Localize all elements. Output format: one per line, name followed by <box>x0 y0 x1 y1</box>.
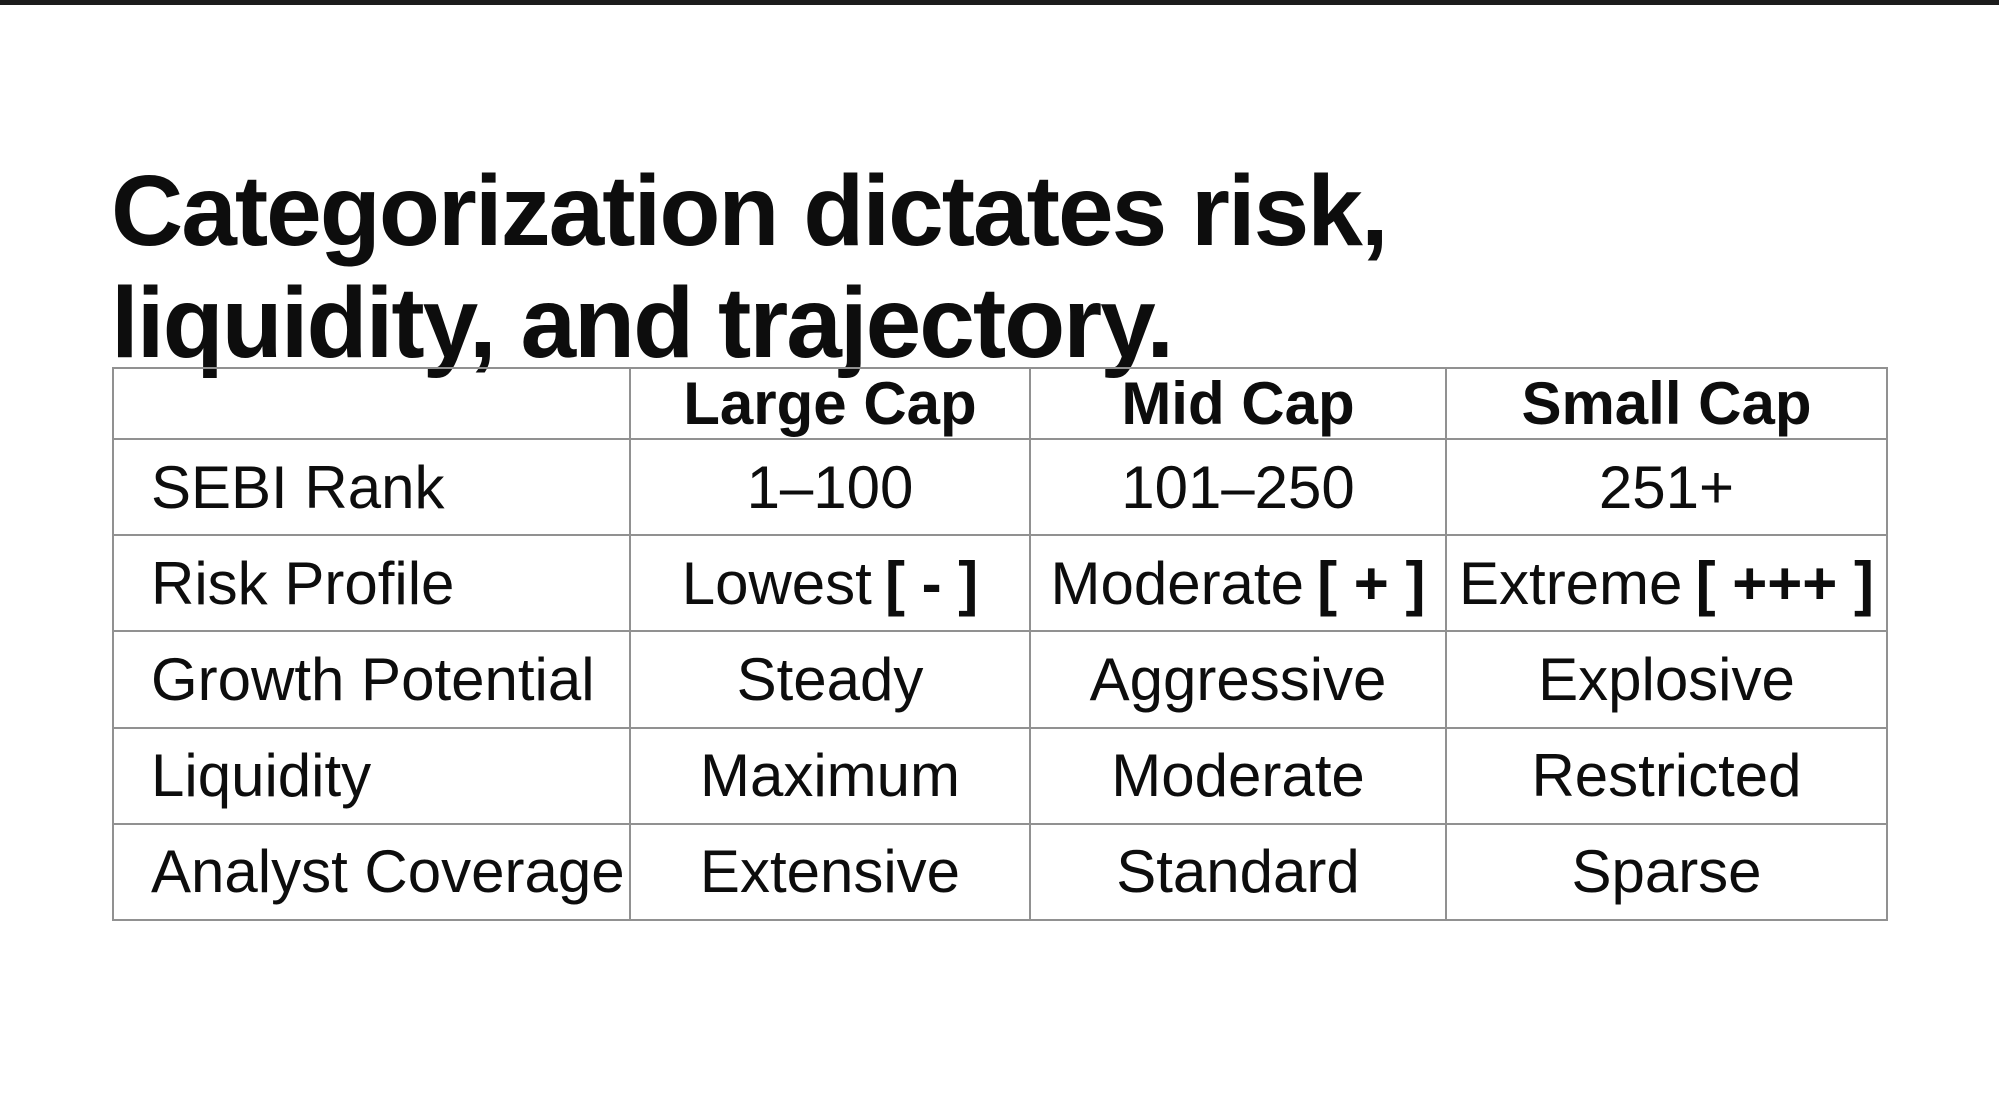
title-line-1: Categorization dictates risk, <box>111 155 1389 267</box>
row-label-risk-profile: Risk Profile <box>112 534 631 633</box>
cell-text: Lowest <box>681 549 872 617</box>
cell-text: Extensive <box>699 838 961 906</box>
cell-risk-profile-mid-cap: Moderate[ + ] <box>1029 534 1447 633</box>
cell-text: Explosive <box>1538 645 1795 713</box>
column-header-empty <box>112 367 631 440</box>
cell-text: Aggressive <box>1089 645 1387 713</box>
column-header-mid-cap: Mid Cap <box>1029 367 1447 440</box>
cell-text: Sparse <box>1571 838 1762 906</box>
page-title: Categorization dictates risk, liquidity,… <box>111 155 1389 379</box>
cell-liquidity-large-cap: Maximum <box>629 726 1031 825</box>
table-row-growth-potential: Growth Potential Steady Aggressive Explo… <box>112 630 1888 729</box>
cell-text: Steady <box>736 645 924 713</box>
cell-risk-profile-large-cap: Lowest[ - ] <box>629 534 1031 633</box>
cell-growth-potential-small-cap: Explosive <box>1445 630 1888 729</box>
cell-sebi-rank-large-cap: 1–100 <box>629 437 1031 537</box>
cell-text: 251+ <box>1598 453 1735 521</box>
risk-badge: [ - ] <box>885 549 979 617</box>
cell-text: Moderate <box>1111 742 1365 810</box>
table-row-sebi-rank: SEBI Rank 1–100 101–250 251+ <box>112 437 1888 537</box>
cell-analyst-coverage-large-cap: Extensive <box>629 822 1031 922</box>
table-row-analyst-coverage: Analyst Coverage Extensive Standard Spar… <box>112 822 1888 922</box>
cell-text: Restricted <box>1531 742 1802 810</box>
cell-text: Extreme <box>1459 549 1683 617</box>
cell-text: 1–100 <box>746 453 914 521</box>
row-label-liquidity: Liquidity <box>112 726 631 825</box>
row-label-sebi-rank: SEBI Rank <box>112 437 631 537</box>
title-line-2: liquidity, and trajectory. <box>111 267 1174 379</box>
row-label-growth-potential: Growth Potential <box>112 630 631 729</box>
cell-analyst-coverage-small-cap: Sparse <box>1445 822 1888 922</box>
cell-risk-profile-small-cap: Extreme[ +++ ] <box>1445 534 1888 633</box>
cell-liquidity-mid-cap: Moderate <box>1029 726 1447 825</box>
cell-text: Moderate <box>1050 549 1304 617</box>
cell-text: Standard <box>1116 838 1360 906</box>
cell-sebi-rank-mid-cap: 101–250 <box>1029 437 1447 537</box>
table-header-row: Large Cap Mid Cap Small Cap <box>112 367 1888 440</box>
cell-growth-potential-large-cap: Steady <box>629 630 1031 729</box>
table-row-liquidity: Liquidity Maximum Moderate Restricted <box>112 726 1888 825</box>
cell-growth-potential-mid-cap: Aggressive <box>1029 630 1447 729</box>
cell-sebi-rank-small-cap: 251+ <box>1445 437 1888 537</box>
table-row-risk-profile: Risk Profile Lowest[ - ] Moderate[ + ] E… <box>112 534 1888 633</box>
cell-liquidity-small-cap: Restricted <box>1445 726 1888 825</box>
column-header-large-cap: Large Cap <box>629 367 1031 440</box>
risk-badge: [ + ] <box>1317 549 1426 617</box>
cell-analyst-coverage-mid-cap: Standard <box>1029 822 1447 922</box>
row-label-analyst-coverage: Analyst Coverage <box>112 822 631 922</box>
cell-text: Maximum <box>699 742 960 810</box>
column-header-small-cap: Small Cap <box>1445 367 1888 440</box>
cell-text: 101–250 <box>1121 453 1355 521</box>
risk-badge: [ +++ ] <box>1695 549 1874 617</box>
cap-comparison-table: Large Cap Mid Cap Small Cap SEBI Rank 1–… <box>112 367 1888 922</box>
top-edge-bar <box>0 0 1999 5</box>
